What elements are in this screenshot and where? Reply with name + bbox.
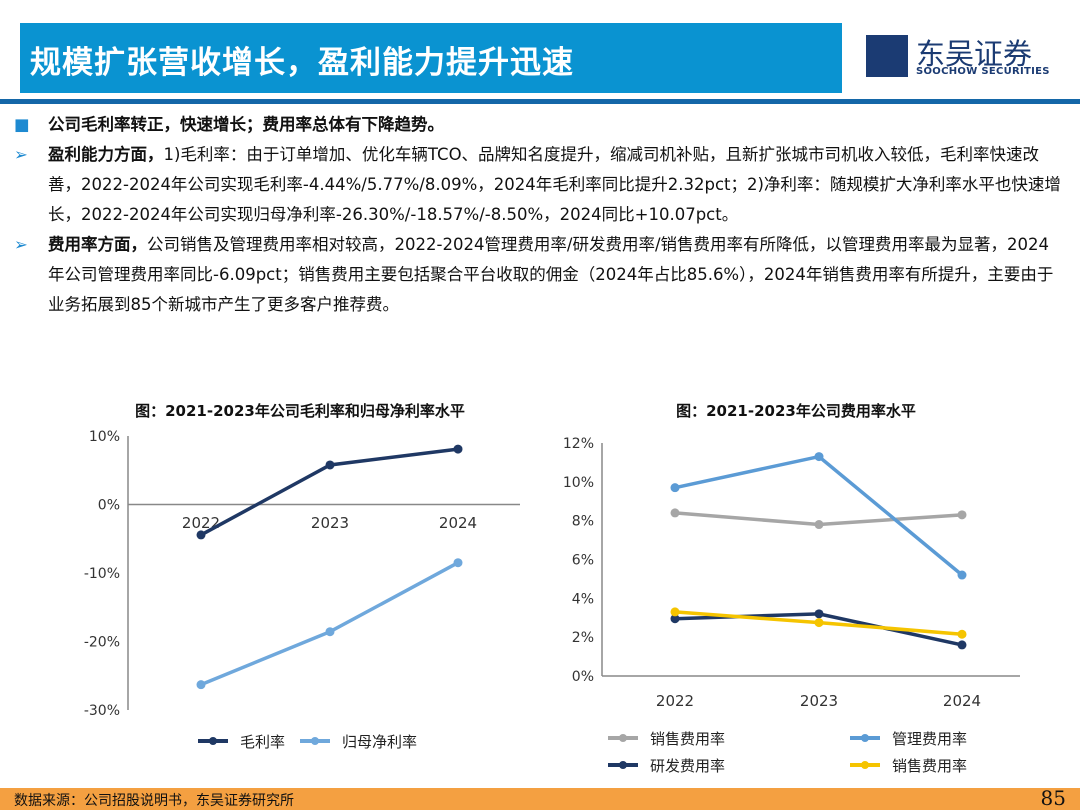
- y-tick-label: 0%: [98, 498, 120, 514]
- legend-label: 销售费用率: [892, 757, 967, 775]
- footer: 数据来源：公司招股说明书，东吴证券研究所 85: [0, 786, 1080, 810]
- legend-label: 归母净利率: [342, 733, 417, 751]
- legend-marker: [619, 734, 627, 742]
- data-point: [196, 680, 206, 690]
- data-point: [670, 508, 680, 518]
- data-point: [670, 607, 680, 617]
- data-point: [957, 640, 967, 650]
- data-point: [957, 570, 967, 580]
- y-tick-label: 8%: [572, 514, 594, 530]
- data-point: [325, 460, 335, 470]
- paragraph-expense: ➢ 费用率方面，公司销售及管理费用率相对较高，2022-2024管理费用率/研发费…: [14, 230, 1064, 320]
- legend-label: 管理费用率: [892, 730, 967, 748]
- y-tick-label: 12%: [563, 436, 594, 452]
- title-bar: 规模扩张营收增长，盈利能力提升迅速: [20, 23, 842, 93]
- x-tick-label: 2023: [311, 514, 349, 532]
- data-point: [814, 618, 824, 628]
- logo: 东吴证券 SOOCHOW SECURITIES: [866, 35, 1066, 80]
- series-line: [200, 561, 459, 687]
- legend-label: 毛利率: [240, 733, 285, 751]
- y-tick-label: 4%: [572, 591, 594, 607]
- arrow-bullet-icon: ➢: [14, 145, 28, 164]
- y-tick-label: 6%: [572, 553, 594, 569]
- page-number: 85: [1040, 786, 1066, 810]
- source-note: 数据来源：公司招股说明书，东吴证券研究所: [14, 793, 294, 809]
- legend-label: 研发费用率: [650, 757, 725, 775]
- data-point: [814, 520, 824, 530]
- legend-marker: [861, 734, 869, 742]
- square-bullet-icon: ■: [14, 115, 30, 134]
- chart-title: 图：2021-2023年公司毛利率和归母净利率水平: [135, 402, 465, 420]
- x-tick-label: 2024: [439, 514, 477, 532]
- legend-label: 销售费用率: [650, 730, 725, 748]
- y-tick-label: 0%: [572, 669, 594, 685]
- y-tick-label: -20%: [84, 635, 120, 651]
- chart-title: 图：2021-2023年公司费用率水平: [676, 402, 916, 420]
- y-tick-label: 10%: [563, 475, 594, 491]
- summary: ■ 公司毛利率转正，快速增长；费用率总体有下降趋势。: [14, 110, 1064, 140]
- y-tick-label: 2%: [572, 630, 594, 646]
- data-point: [453, 558, 463, 568]
- logo-en: SOOCHOW SECURITIES: [916, 66, 1050, 77]
- body-text: ■ 公司毛利率转正，快速增长；费用率总体有下降趋势。 ➢ 盈利能力方面，1)毛利率：…: [14, 110, 1064, 320]
- paragraph-profit: ➢ 盈利能力方面，1)毛利率：由于订单增加、优化车辆TCO、品牌知名度提升，缩减司…: [14, 140, 1064, 230]
- y-tick-label: 10%: [89, 429, 120, 445]
- legend-marker: [619, 761, 627, 769]
- x-tick-label: 2022: [656, 692, 694, 710]
- legend-marker: [311, 737, 319, 745]
- data-point: [814, 609, 824, 619]
- divider: [0, 99, 1080, 104]
- data-point: [957, 510, 967, 520]
- logo-cn: 东吴证券: [916, 37, 1033, 71]
- data-point: [196, 530, 206, 540]
- x-tick-label: 2023: [800, 692, 838, 710]
- legend-marker: [861, 761, 869, 769]
- data-point: [670, 614, 680, 624]
- y-tick-label: -10%: [84, 566, 120, 582]
- x-tick-label: 2022: [182, 514, 220, 532]
- data-point: [814, 452, 824, 462]
- arrow-bullet-icon: ➢: [14, 235, 28, 254]
- x-tick-label: 2024: [943, 692, 981, 710]
- data-point: [453, 444, 463, 454]
- y-tick-label: -30%: [84, 703, 120, 719]
- data-point: [957, 629, 967, 639]
- legend-marker: [209, 737, 217, 745]
- data-point: [325, 627, 335, 637]
- data-point: [670, 483, 680, 493]
- page-title: 规模扩张营收增长，盈利能力提升迅速: [30, 45, 574, 81]
- logo-mark-icon: [866, 35, 908, 77]
